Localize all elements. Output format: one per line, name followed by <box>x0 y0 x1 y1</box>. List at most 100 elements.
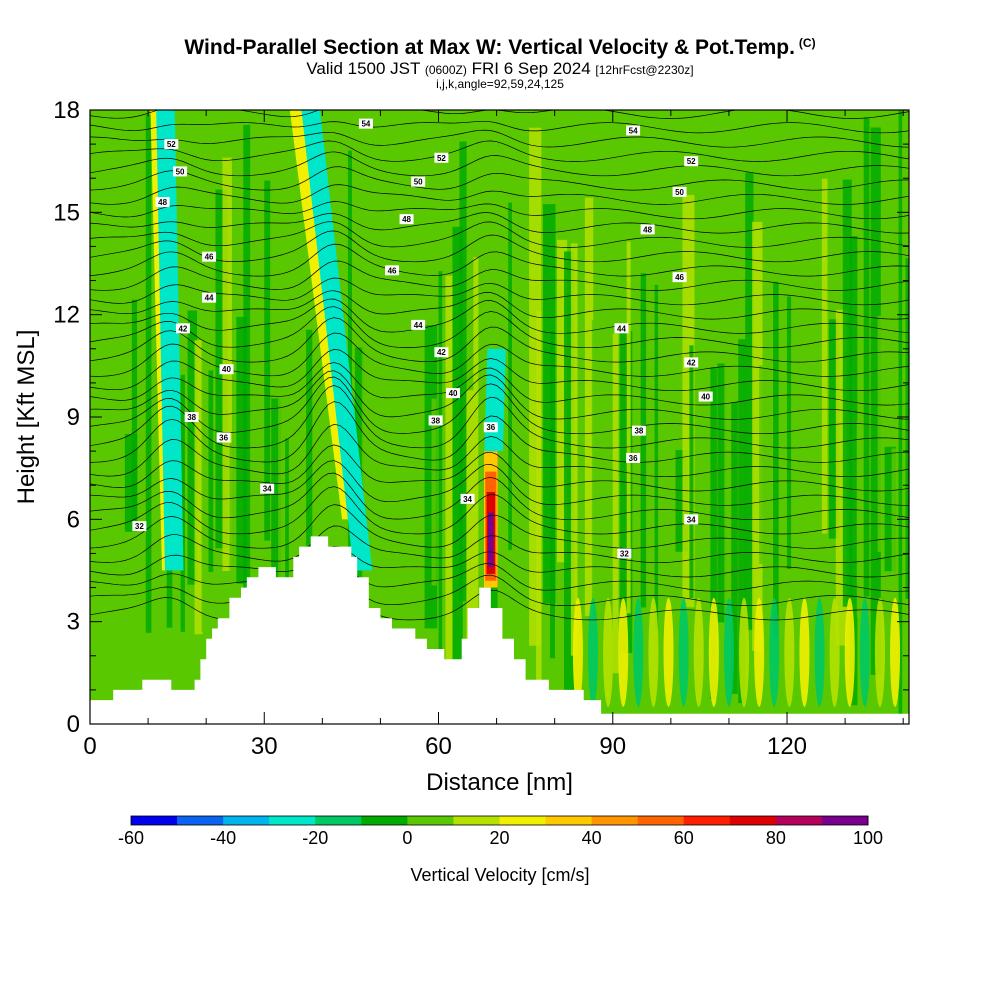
label-box <box>614 323 629 334</box>
label-box <box>164 139 179 150</box>
theta-contour-label: 36 <box>626 452 641 463</box>
theta-contour-line <box>90 362 909 406</box>
vv-streak <box>682 194 695 608</box>
vv-low-cell <box>890 597 901 707</box>
colorbar-swatch <box>775 816 823 825</box>
theta-contour-label: 44 <box>614 323 629 334</box>
vv-streak <box>431 398 437 586</box>
x-tick-label: 30 <box>251 733 278 760</box>
label-box <box>672 186 687 197</box>
chart-title: Wind-Parallel Section at Max W: Vertical… <box>0 36 1000 60</box>
theta-contour-label: 54 <box>358 118 373 129</box>
theta-contour-label: 38 <box>428 415 443 426</box>
theta-contour-label: 46 <box>672 272 687 283</box>
section-params: i,j,k,angle=92,59,24,125 <box>436 77 564 91</box>
vv-streak <box>508 202 512 550</box>
vv-streak <box>773 281 779 639</box>
label-text: 42 <box>178 324 187 333</box>
theta-contour-label: 48 <box>640 224 655 235</box>
vv-streak <box>814 212 820 568</box>
vv-field <box>90 110 909 724</box>
vv-low-cell <box>754 597 765 707</box>
vv-streak <box>710 367 717 700</box>
y-tick-label: 18 <box>53 97 80 124</box>
theta-contour-line <box>90 573 909 606</box>
theta-contour-line <box>90 317 909 363</box>
vv-streak <box>187 310 198 585</box>
vv-streak <box>640 273 647 608</box>
label-box <box>358 118 373 129</box>
theta-contour-label: 42 <box>434 347 449 358</box>
vv-streak <box>501 374 506 645</box>
label-box <box>684 514 699 525</box>
vv-streak <box>201 165 210 632</box>
label-text: 38 <box>634 427 643 436</box>
theta-contour-label: 54 <box>626 125 641 136</box>
colorbar-swatch <box>499 816 547 825</box>
label-text: 32 <box>135 522 144 531</box>
colorbar-swatch <box>637 816 685 825</box>
label-box <box>684 357 699 368</box>
terrain <box>90 536 909 724</box>
x-tick-label: 60 <box>425 733 452 760</box>
vv-streak <box>703 402 714 585</box>
theta-contour-line <box>90 401 909 463</box>
vv-streak <box>731 402 738 694</box>
chart-title-text: Wind-Parallel Section at Max W: Vertical… <box>184 36 795 59</box>
theta-contour-label: 38 <box>184 412 199 422</box>
y-tick-label: 0 <box>67 711 80 738</box>
vv-streak <box>550 330 555 659</box>
label-box <box>626 125 641 136</box>
theta-contour-line <box>90 58 909 75</box>
vv-streak <box>787 296 792 570</box>
vv-streak <box>536 310 542 707</box>
theta-contour-line <box>90 129 909 148</box>
vv-streak <box>898 110 903 722</box>
label-text: 40 <box>222 365 231 374</box>
label-text: 44 <box>414 321 423 330</box>
vv-streak <box>326 309 338 723</box>
colorbar-swatch <box>223 816 270 825</box>
label-text: 48 <box>643 225 652 234</box>
vv-streak <box>459 141 467 602</box>
theta-contour-label: 44 <box>202 292 217 303</box>
vv-streak <box>654 284 659 631</box>
theta-contour-label: 42 <box>684 357 699 368</box>
colorbar-swatch <box>591 816 639 825</box>
vv-low-cell <box>588 597 599 707</box>
theta-contour-line <box>90 290 909 320</box>
label-box <box>385 265 400 276</box>
vv-plumes <box>150 110 506 588</box>
theta-contour-labels: 32 34 36 38 40 42 44 46 48 50 52 54 52 50 48 46 44 42 40 38… <box>132 118 713 559</box>
label-text: 38 <box>187 413 196 422</box>
vv-streak <box>152 338 164 693</box>
colorbar-tick-label: 20 <box>489 828 509 848</box>
label-box <box>684 156 699 167</box>
colorbar-swatch <box>315 816 362 825</box>
vv-streak <box>849 236 858 706</box>
theta-contour-line <box>90 260 909 291</box>
vv-plume <box>301 110 373 571</box>
label-box <box>260 483 275 494</box>
vv-streak <box>396 113 408 595</box>
vv-streak <box>229 442 237 658</box>
label-text: 54 <box>629 126 638 135</box>
vv-streak <box>717 363 726 623</box>
theta-contour-label: 44 <box>411 319 426 330</box>
label-text: 36 <box>486 423 495 432</box>
vv-streak <box>689 345 694 599</box>
theta-contour-line <box>90 230 909 263</box>
vv-streak <box>863 117 870 597</box>
vv-streak <box>271 398 282 580</box>
vv-streak <box>842 179 852 607</box>
label-box <box>428 415 443 426</box>
theta-contour-label: 32 <box>132 521 147 532</box>
theta-contour-label: 50 <box>672 186 687 197</box>
vv-streak <box>375 280 386 539</box>
vv-streak <box>870 127 881 675</box>
chart-subtitle: Valid 1500 JST (0600Z) FRI 6 Sep 2024 [1… <box>0 60 1000 79</box>
theta-contour-label: 52 <box>684 156 699 167</box>
vv-low-cell <box>633 597 644 707</box>
colorbar-tick-label: -40 <box>210 828 236 848</box>
